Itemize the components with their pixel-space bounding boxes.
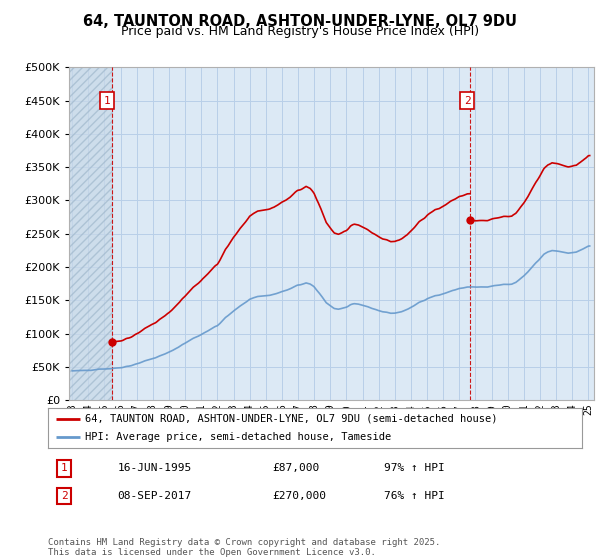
Text: 1: 1: [61, 463, 67, 473]
Text: 76% ↑ HPI: 76% ↑ HPI: [385, 491, 445, 501]
Text: 16-JUN-1995: 16-JUN-1995: [118, 463, 191, 473]
Text: 2: 2: [464, 96, 470, 105]
Text: 2: 2: [61, 491, 67, 501]
Text: 64, TAUNTON ROAD, ASHTON-UNDER-LYNE, OL7 9DU (semi-detached house): 64, TAUNTON ROAD, ASHTON-UNDER-LYNE, OL7…: [85, 414, 498, 423]
Text: HPI: Average price, semi-detached house, Tameside: HPI: Average price, semi-detached house,…: [85, 432, 392, 442]
Text: Price paid vs. HM Land Registry's House Price Index (HPI): Price paid vs. HM Land Registry's House …: [121, 25, 479, 38]
Text: Contains HM Land Registry data © Crown copyright and database right 2025.
This d: Contains HM Land Registry data © Crown c…: [48, 538, 440, 557]
Text: £270,000: £270,000: [272, 491, 326, 501]
Text: 97% ↑ HPI: 97% ↑ HPI: [385, 463, 445, 473]
Text: £87,000: £87,000: [272, 463, 320, 473]
Text: 64, TAUNTON ROAD, ASHTON-UNDER-LYNE, OL7 9DU: 64, TAUNTON ROAD, ASHTON-UNDER-LYNE, OL7…: [83, 14, 517, 29]
Text: 08-SEP-2017: 08-SEP-2017: [118, 491, 191, 501]
Bar: [69, 67, 113, 400]
Text: 1: 1: [104, 96, 110, 105]
